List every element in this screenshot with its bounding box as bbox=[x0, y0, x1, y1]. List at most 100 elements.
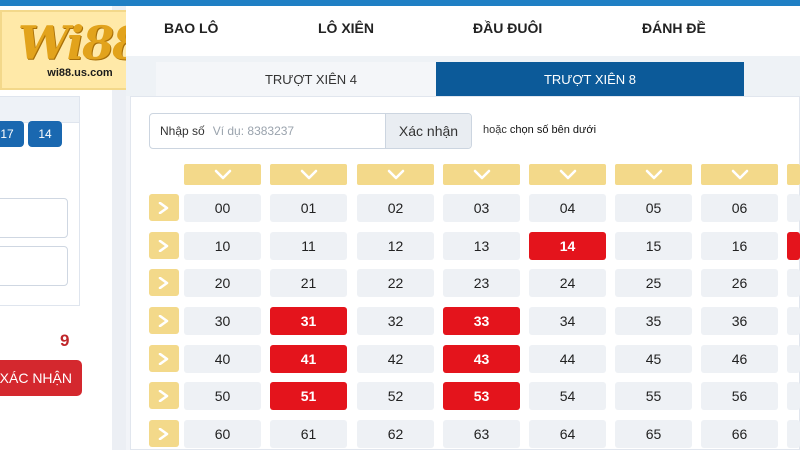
number-cell[interactable]: 63 bbox=[443, 420, 520, 448]
number-cell[interactable]: 40 bbox=[184, 345, 261, 373]
number-cell[interactable]: 50 bbox=[184, 382, 261, 410]
number-cell[interactable]: 00 bbox=[184, 194, 261, 222]
number-cell[interactable]: 35 bbox=[615, 307, 692, 335]
number-cell[interactable]: 60 bbox=[184, 420, 261, 448]
select-row-button[interactable] bbox=[149, 194, 179, 221]
top-accent-bar bbox=[0, 0, 800, 6]
number-cell[interactable]: 21 bbox=[270, 269, 347, 297]
number-cell[interactable]: 45 bbox=[615, 345, 692, 373]
number-cell[interactable] bbox=[787, 345, 800, 373]
number-cell[interactable]: 31 bbox=[270, 307, 347, 335]
number-cell[interactable]: 46 bbox=[701, 345, 778, 373]
number-cell[interactable]: 03 bbox=[443, 194, 520, 222]
number-cell[interactable]: 16 bbox=[701, 232, 778, 260]
selected-number-chip[interactable]: 17 bbox=[0, 121, 24, 147]
number-cell[interactable]: 26 bbox=[701, 269, 778, 297]
number-cell[interactable] bbox=[787, 269, 800, 297]
nav-item-lo-xien[interactable]: LÔ XIÊN bbox=[318, 20, 375, 36]
number-cell[interactable]: 02 bbox=[357, 194, 434, 222]
number-cell[interactable]: 15 bbox=[615, 232, 692, 260]
select-column-button[interactable] bbox=[184, 164, 261, 185]
number-entry-confirm-button[interactable]: Xác nhận bbox=[385, 114, 471, 148]
number-cell[interactable]: 33 bbox=[443, 307, 520, 335]
number-entry-label: Nhập số bbox=[160, 124, 205, 138]
nav-item-danh-de[interactable]: ĐÁNH ĐỀ bbox=[642, 20, 706, 36]
selection-hint: hoặc chọn số bên dưới bbox=[483, 124, 596, 136]
number-cell[interactable] bbox=[787, 194, 800, 222]
number-entry-group: Nhập số Xác nhận bbox=[149, 113, 472, 149]
chevron-down-icon bbox=[214, 169, 231, 179]
number-cell[interactable]: 66 bbox=[701, 420, 778, 448]
tab-truot-xien-8[interactable]: TRƯỢT XIÊN 8 bbox=[436, 62, 744, 96]
select-column-button[interactable] bbox=[787, 164, 800, 185]
number-cell[interactable]: 23 bbox=[443, 269, 520, 297]
select-column-button[interactable] bbox=[529, 164, 606, 185]
number-cell[interactable]: 62 bbox=[357, 420, 434, 448]
left-panel-header bbox=[0, 97, 79, 123]
chevron-right-icon bbox=[158, 314, 169, 327]
number-entry-input[interactable] bbox=[204, 114, 385, 148]
left-input-field[interactable] bbox=[0, 198, 68, 238]
left-confirm-button[interactable]: XÁC NHẬN bbox=[0, 360, 82, 396]
number-cell[interactable] bbox=[787, 420, 800, 448]
number-cell[interactable]: 11 bbox=[270, 232, 347, 260]
number-cell[interactable]: 32 bbox=[357, 307, 434, 335]
number-cell[interactable]: 54 bbox=[529, 382, 606, 410]
number-cell[interactable]: 05 bbox=[615, 194, 692, 222]
chevron-down-icon bbox=[473, 169, 490, 179]
sub-tabs: TRƯỢT XIÊN 4 TRƯỢT XIÊN 8 bbox=[126, 56, 800, 96]
select-row-button[interactable] bbox=[149, 382, 179, 409]
number-cell[interactable] bbox=[787, 232, 800, 260]
number-cell[interactable]: 44 bbox=[529, 345, 606, 373]
number-cell[interactable]: 25 bbox=[615, 269, 692, 297]
hint-prefix: hoặc bbox=[483, 124, 507, 136]
number-cell[interactable]: 12 bbox=[357, 232, 434, 260]
chevron-right-icon bbox=[158, 427, 169, 440]
selected-number-chip[interactable]: 14 bbox=[28, 121, 62, 147]
select-column-button[interactable] bbox=[270, 164, 347, 185]
select-column-button[interactable] bbox=[701, 164, 778, 185]
number-cell[interactable]: 64 bbox=[529, 420, 606, 448]
number-cell[interactable]: 01 bbox=[270, 194, 347, 222]
number-cell[interactable]: 14 bbox=[529, 232, 606, 260]
number-cell[interactable]: 24 bbox=[529, 269, 606, 297]
number-cell[interactable]: 34 bbox=[529, 307, 606, 335]
select-column-button[interactable] bbox=[443, 164, 520, 185]
number-cell[interactable]: 55 bbox=[615, 382, 692, 410]
number-cell[interactable]: 36 bbox=[701, 307, 778, 335]
number-cell[interactable]: 65 bbox=[615, 420, 692, 448]
select-row-button[interactable] bbox=[149, 345, 179, 372]
number-cell[interactable] bbox=[787, 382, 800, 410]
number-cell[interactable]: 22 bbox=[357, 269, 434, 297]
number-cell[interactable]: 30 bbox=[184, 307, 261, 335]
number-cell[interactable]: 41 bbox=[270, 345, 347, 373]
left-input-field[interactable] bbox=[0, 246, 68, 286]
number-cell[interactable]: 43 bbox=[443, 345, 520, 373]
select-row-button[interactable] bbox=[149, 269, 179, 296]
number-cell[interactable]: 20 bbox=[184, 269, 261, 297]
number-cell[interactable]: 51 bbox=[270, 382, 347, 410]
number-cell[interactable]: 13 bbox=[443, 232, 520, 260]
chevron-right-icon bbox=[158, 201, 169, 214]
select-row-button[interactable] bbox=[149, 307, 179, 334]
number-cell[interactable]: 06 bbox=[701, 194, 778, 222]
number-cell[interactable] bbox=[787, 307, 800, 335]
column-divider bbox=[112, 6, 126, 450]
chevron-right-icon bbox=[158, 239, 169, 252]
select-column-button[interactable] bbox=[615, 164, 692, 185]
chevron-down-icon bbox=[387, 169, 404, 179]
number-cell[interactable]: 61 bbox=[270, 420, 347, 448]
select-row-button[interactable] bbox=[149, 420, 179, 447]
nav-item-bao-lo[interactable]: BAO LÔ bbox=[164, 20, 219, 36]
nav-item-dau-duoi[interactable]: ĐẦU ĐUÔI bbox=[473, 20, 543, 36]
logo-url: wi88.us.com bbox=[47, 67, 113, 79]
select-row-button[interactable] bbox=[149, 232, 179, 259]
number-cell[interactable]: 56 bbox=[701, 382, 778, 410]
number-cell[interactable]: 10 bbox=[184, 232, 261, 260]
number-cell[interactable]: 53 bbox=[443, 382, 520, 410]
number-cell[interactable]: 52 bbox=[357, 382, 434, 410]
number-cell[interactable]: 04 bbox=[529, 194, 606, 222]
select-column-button[interactable] bbox=[357, 164, 434, 185]
tab-truot-xien-4[interactable]: TRƯỢT XIÊN 4 bbox=[156, 62, 466, 96]
number-cell[interactable]: 42 bbox=[357, 345, 434, 373]
